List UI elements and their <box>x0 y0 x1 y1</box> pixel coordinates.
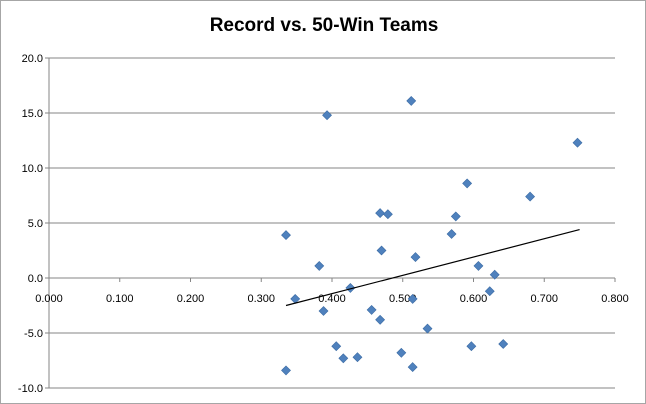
data-point <box>331 341 342 352</box>
data-point <box>466 341 477 352</box>
y-tick-label: 0.0 <box>28 273 43 285</box>
y-tick-label: 15.0 <box>22 108 43 120</box>
y-tick-label: 5.0 <box>28 218 43 230</box>
data-point <box>446 229 457 239</box>
data-point <box>352 352 363 363</box>
data-point <box>376 245 387 256</box>
data-point <box>572 137 583 148</box>
x-tick-label: 0.100 <box>106 293 134 305</box>
y-tick-label: 10.0 <box>22 163 43 175</box>
data-point <box>314 260 325 271</box>
x-tick-label: 0.600 <box>460 293 488 305</box>
x-tick-label: 0.800 <box>601 293 629 305</box>
data-point <box>375 314 386 325</box>
trendline <box>285 229 580 307</box>
data-point <box>396 347 407 358</box>
data-point <box>406 95 417 106</box>
y-tick-label: 20.0 <box>22 53 43 65</box>
chart-title: Record vs. 50-Win Teams <box>209 15 439 36</box>
x-tick-label: 0.200 <box>177 293 205 305</box>
data-point <box>281 230 291 241</box>
data-point <box>407 362 418 373</box>
data-point <box>422 323 433 334</box>
data-point <box>366 304 377 315</box>
y-tick-label: -10.0 <box>18 383 43 395</box>
data-point <box>375 208 386 219</box>
data-point <box>489 269 500 280</box>
data-point <box>410 252 421 263</box>
data-point <box>498 339 509 349</box>
data-point <box>473 260 484 271</box>
data-point <box>281 365 291 376</box>
y-tick-label: -5.0 <box>24 328 43 340</box>
data-point <box>382 209 393 220</box>
x-tick-label: 0.300 <box>247 293 275 305</box>
data-point <box>525 191 536 202</box>
data-point <box>407 293 418 304</box>
data-point <box>338 353 349 364</box>
x-tick-label: 0.400 <box>318 293 346 305</box>
data-point <box>450 211 461 222</box>
x-tick-label: 0.500 <box>389 293 417 305</box>
x-tick-label: 0.700 <box>530 293 558 305</box>
data-point <box>345 282 356 293</box>
x-tick-label: 0.000 <box>35 293 63 305</box>
data-point <box>462 178 473 189</box>
data-point <box>484 286 495 297</box>
data-point <box>318 306 329 316</box>
data-point <box>322 110 332 121</box>
